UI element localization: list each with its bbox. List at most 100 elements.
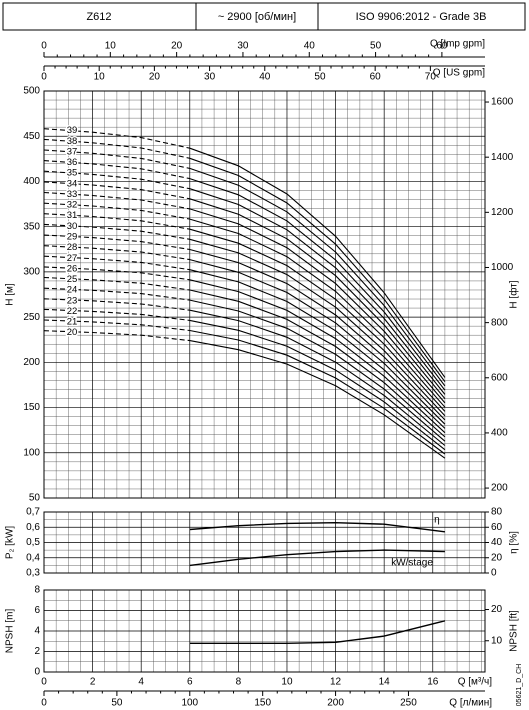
stage-label: 21	[67, 317, 78, 328]
x-axis-label: Q [м³/ч]	[458, 677, 493, 688]
y2-tick-label: 600	[491, 372, 508, 383]
x-tick-label: 10	[105, 41, 117, 52]
y-tick-label: 450	[23, 131, 40, 142]
curve	[43, 138, 190, 159]
x-tick-label: 30	[237, 41, 249, 52]
x-tick-label: 2	[90, 677, 96, 688]
plot-frame	[43, 589, 486, 673]
series-label: η	[434, 514, 440, 525]
y2-axis-label: H [фт]	[508, 280, 520, 308]
x-tick-label: 16	[427, 677, 439, 688]
y-tick-label: 0,3	[26, 568, 40, 579]
plot-frame	[43, 511, 486, 574]
curve	[189, 319, 446, 451]
y2-tick-label: 800	[491, 317, 508, 328]
y-axis-label: P₂ [kW]	[5, 526, 16, 560]
curve	[43, 149, 190, 169]
header-cell: ~ 2900 [об/мин]	[218, 11, 296, 23]
x-tick-label: 8	[236, 677, 242, 688]
y-tick-label: 300	[23, 267, 40, 278]
x-tick-label: 60	[436, 41, 448, 52]
x-tick-label: 40	[259, 72, 271, 83]
curve	[43, 213, 190, 230]
curve	[189, 147, 446, 378]
curve	[189, 178, 446, 391]
curve	[189, 269, 446, 429]
stage-label: 27	[67, 253, 78, 264]
stage-label: 37	[67, 146, 78, 157]
curve	[189, 238, 446, 417]
stage-label: 25	[67, 274, 78, 285]
curve	[43, 319, 190, 332]
stage-label: 34	[67, 178, 78, 189]
curve	[189, 279, 446, 434]
x-tick-label: 4	[138, 677, 144, 688]
curve	[43, 330, 190, 342]
curve	[189, 198, 446, 400]
x-tick-label: 70	[425, 72, 437, 83]
y-tick-label: 0,6	[26, 522, 40, 533]
stage-label: 29	[67, 232, 78, 243]
y2-tick-label: 80	[491, 507, 503, 518]
curve	[43, 128, 190, 149]
x-tick-label: 0	[41, 698, 47, 709]
y2-tick-label: 60	[491, 522, 503, 533]
curve	[43, 181, 190, 200]
y2-tick-label: 1400	[491, 152, 514, 163]
x-axis-label: Q [US gpm]	[433, 68, 485, 79]
x-tick-label: 50	[111, 698, 123, 709]
stage-label: 24	[67, 285, 78, 296]
curve	[189, 521, 445, 533]
y-tick-label: 0,5	[26, 537, 40, 548]
x-tick-label: 0	[41, 72, 47, 83]
x-tick-label: 20	[171, 41, 183, 52]
header-cell: ISO 9906:2012 - Grade 3B	[356, 11, 487, 23]
x-tick-label: 250	[400, 698, 417, 709]
stage-label: 32	[67, 200, 78, 211]
curve	[189, 340, 446, 459]
curve	[189, 620, 446, 644]
y2-axis-label: η [%]	[509, 531, 520, 554]
y-axis-label: H [м]	[5, 283, 16, 306]
curve	[189, 218, 446, 408]
x-axis-label: Q [л/мин]	[449, 698, 492, 709]
curve	[43, 170, 190, 190]
x-tick-label: 100	[181, 698, 198, 709]
curve	[189, 167, 446, 387]
stage-label: 36	[67, 157, 78, 168]
curve	[189, 208, 446, 404]
footnote: 05621_D_CH	[516, 664, 523, 706]
x-tick-label: 50	[314, 72, 326, 83]
y-tick-label: 250	[23, 312, 40, 323]
y-tick-label: 4	[34, 626, 40, 637]
curve	[43, 276, 190, 291]
x-tick-label: 30	[204, 72, 216, 83]
stage-label: 22	[67, 306, 78, 317]
header-cell: Z612	[86, 11, 111, 23]
x-tick-label: 50	[370, 41, 382, 52]
stage-label: 31	[67, 210, 78, 221]
x-tick-label: 60	[370, 72, 382, 83]
y-tick-label: 400	[23, 176, 40, 187]
curve	[189, 188, 446, 395]
curve	[43, 287, 190, 301]
x-tick-label: 150	[254, 698, 271, 709]
x-tick-label: 6	[187, 677, 193, 688]
curve	[43, 223, 190, 240]
plot-frame	[43, 90, 486, 499]
y2-axis-label: NPSH [ft]	[509, 610, 520, 652]
curve	[189, 309, 446, 446]
y2-tick-label: 0	[491, 568, 497, 579]
curve	[189, 549, 445, 567]
x-tick-label: 14	[379, 677, 391, 688]
curve	[189, 228, 446, 412]
x-tick-label: 10	[94, 72, 106, 83]
stage-label: 28	[67, 242, 78, 253]
x-tick-label: 20	[149, 72, 161, 83]
curve	[43, 266, 190, 281]
curve	[43, 202, 190, 220]
stage-label: 39	[67, 125, 78, 136]
curve	[189, 157, 446, 383]
curve	[43, 255, 190, 271]
